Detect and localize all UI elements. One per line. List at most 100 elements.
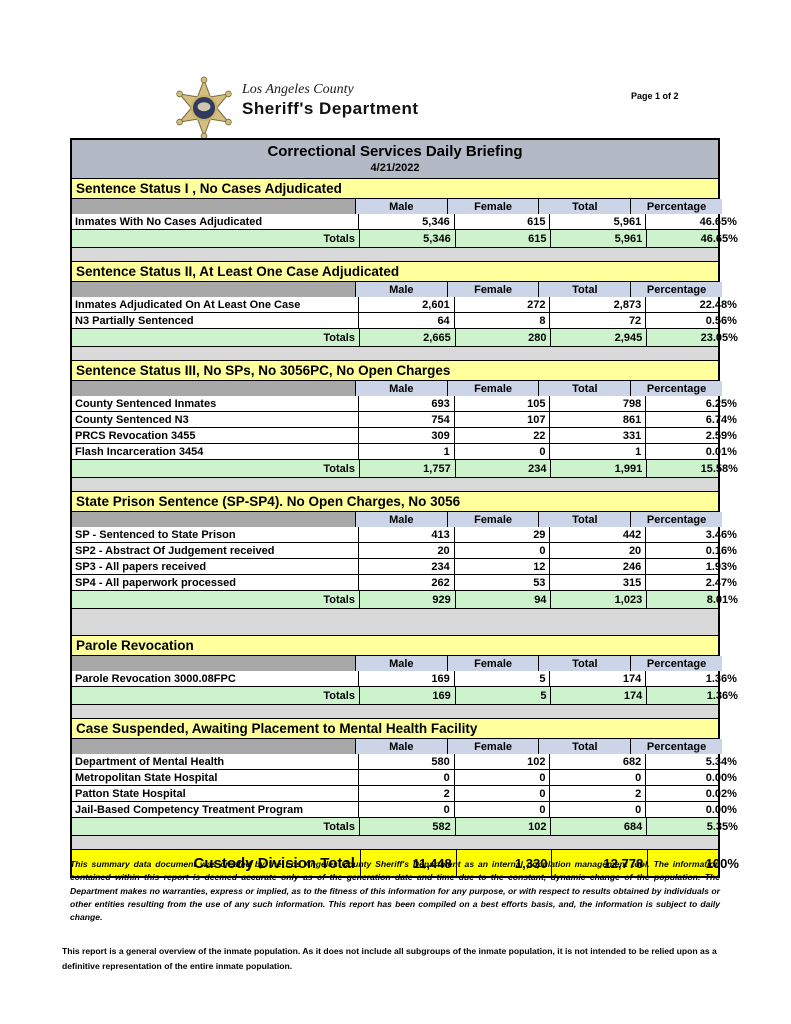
report-header: Los Angeles County Sheriff's Department: [172, 74, 419, 142]
column-header: Percentage: [630, 199, 722, 214]
value-total: 246: [549, 559, 645, 574]
value-female: 29: [453, 527, 550, 542]
table-row: County Sentenced Inmates 693 105 798 6.25%: [72, 396, 737, 411]
totals-label: Totals: [323, 331, 355, 344]
section-rows: Parole Revocation 3000.08FPC 169 5 174 1.36%: [72, 671, 737, 686]
section-title: Case Suspended, Awaiting Placement to Me…: [72, 719, 718, 739]
section-rows: Inmates Adjudicated On At Least One Case…: [72, 297, 737, 328]
table-row: SP - Sentenced to State Prison 413 29 442 3.…: [72, 527, 737, 542]
section: Case Suspended, Awaiting Placement to Me…: [72, 718, 738, 835]
value-percentage: 2.59%: [645, 428, 741, 443]
value-percentage: 0.01%: [645, 444, 741, 459]
column-header-stub: [72, 282, 355, 297]
totals-total: 1,023: [550, 591, 646, 608]
value-female: 102: [453, 754, 550, 769]
value-percentage: 0.56%: [645, 313, 741, 328]
value-male: 580: [357, 754, 454, 769]
column-header: Total: [538, 512, 631, 527]
section-title: Sentence Status II, At Least One Case Ad…: [72, 262, 718, 282]
row-label: Parole Revocation 3000.08FPC: [72, 671, 358, 686]
table-row: Metropolitan State Hospital 0 0 0 0.00%: [72, 769, 737, 785]
column-header: Male: [354, 282, 447, 297]
totals-percentage: 23.05%: [646, 329, 742, 346]
row-label: SP - Sentenced to State Prison: [72, 527, 358, 542]
value-total: 861: [549, 412, 645, 427]
row-label: Flash Incarceration 3454: [72, 444, 358, 459]
totals-male: 169: [358, 687, 455, 704]
row-label: SP2 - Abstract Of Judgement received: [72, 543, 358, 558]
column-header: Percentage: [630, 512, 722, 527]
column-header: Female: [446, 512, 539, 527]
row-label: SP4 - All paperwork processed: [72, 575, 358, 590]
value-male: 0: [357, 770, 454, 785]
value-female: 272: [453, 297, 550, 312]
value-female: 0: [453, 770, 550, 785]
value-female: 615: [453, 214, 550, 229]
value-male: 20: [357, 543, 454, 558]
totals-percentage: 1.36%: [646, 687, 742, 704]
totals-label: Totals: [323, 462, 355, 475]
report-title-bar: Correctional Services Daily Briefing 4/2…: [72, 140, 718, 178]
value-male: 5,346: [357, 214, 454, 229]
grand-total-row: Custody Division Total 11,448 1,330 12,7…: [72, 849, 739, 876]
section-spacer: [72, 477, 718, 491]
value-male: 2: [357, 786, 454, 801]
value-total: 5,961: [549, 214, 645, 229]
value-female: 0: [453, 802, 550, 817]
table-row: N3 Partially Sentenced 64 8 72 0.56%: [72, 312, 737, 328]
column-header: Percentage: [630, 381, 722, 396]
column-header: Male: [354, 199, 447, 214]
row-label: County Sentenced Inmates: [72, 396, 358, 411]
grand-total-percentage: 100%: [647, 850, 743, 876]
value-female: 22: [453, 428, 550, 443]
column-header-row: Male Female Total Percentage: [72, 512, 722, 527]
value-female: 0: [453, 444, 550, 459]
column-header: Male: [354, 512, 447, 527]
totals-percentage: 15.58%: [646, 460, 742, 477]
table-row: SP3 - All papers received 234 12 246 1.93%: [72, 558, 737, 574]
section-spacer: [72, 346, 718, 360]
column-header-row: Male Female Total Percentage: [72, 381, 722, 396]
value-total: 331: [549, 428, 645, 443]
section: Sentence Status III, No SPs, No 3056PC, …: [72, 360, 738, 477]
grand-total-total: 12,778: [551, 850, 647, 876]
column-header-stub: [72, 381, 355, 396]
value-male: 234: [357, 559, 454, 574]
value-percentage: 6.25%: [645, 396, 741, 411]
value-female: 0: [453, 543, 550, 558]
value-percentage: 3.46%: [645, 527, 741, 542]
value-total: 0: [549, 770, 645, 785]
totals-label: Totals: [323, 820, 355, 833]
column-header: Total: [538, 282, 631, 297]
totals-row: Totals 582 102 684 5.35%: [72, 817, 738, 835]
section-spacer: [72, 704, 718, 718]
column-header-row: Male Female Total Percentage: [72, 656, 722, 671]
row-label: Department of Mental Health: [72, 754, 358, 769]
logo-department-text: Sheriff's Department: [242, 99, 419, 118]
value-male: 262: [357, 575, 454, 590]
totals-row: Totals 2,665 280 2,945 23.05%: [72, 328, 738, 346]
column-header: Female: [446, 739, 539, 754]
value-male: 0: [357, 802, 454, 817]
totals-male: 1,757: [358, 460, 455, 477]
totals-male: 929: [358, 591, 455, 608]
value-male: 2,601: [357, 297, 454, 312]
disclaimer-text: This summary data document was created b…: [70, 859, 720, 923]
value-total: 442: [549, 527, 645, 542]
table-row: Flash Incarceration 3454 1 0 1 0.01%: [72, 443, 737, 459]
column-header: Female: [446, 282, 539, 297]
totals-label: Totals: [323, 689, 355, 702]
totals-total: 5,961: [550, 230, 646, 247]
value-percentage: 1.93%: [645, 559, 741, 574]
table-row: PRCS Revocation 3455 309 22 331 2.59%: [72, 427, 737, 443]
table-row: County Sentenced N3 754 107 861 6.74%: [72, 411, 737, 427]
column-header: Total: [538, 381, 631, 396]
totals-female: 94: [454, 591, 551, 608]
totals-total: 684: [550, 818, 646, 835]
totals-male: 582: [358, 818, 455, 835]
column-header: Total: [538, 739, 631, 754]
row-label: Metropolitan State Hospital: [72, 770, 358, 785]
section-title: Sentence Status III, No SPs, No 3056PC, …: [72, 361, 718, 381]
column-header: Female: [446, 381, 539, 396]
totals-percentage: 46.65%: [646, 230, 742, 247]
